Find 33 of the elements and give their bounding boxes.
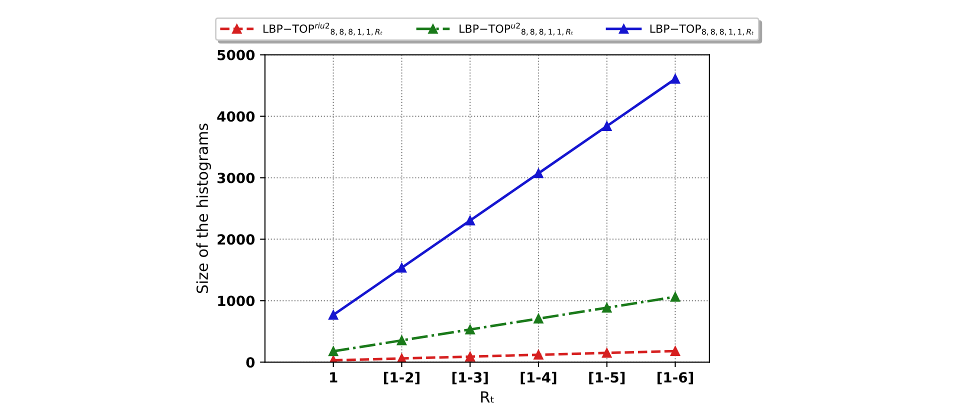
legend-label: LBP−TOP$^{riu2}$$_{8,8,8,1,1,Rₜ}$ [264, 22, 382, 36]
point [465, 216, 475, 226]
legend-label: LBP−TOP$_{8,8,8,1,1,Rₜ}$ [650, 24, 754, 36]
point [328, 310, 338, 320]
x-tick-label: [1-6] [658, 372, 693, 384]
point [396, 262, 407, 273]
x-tick-label: [1-4] [520, 372, 556, 384]
legend-label: LBP−TOP$^{u2}$$_{8,8,8,1,1,Rₜ}$ [460, 22, 574, 36]
point [465, 324, 475, 334]
y-tick-label: 1000 [218, 296, 255, 306]
y-tick-label: 0 [246, 357, 255, 368]
y-tick-label: 3000 [218, 172, 255, 184]
point [602, 348, 612, 358]
y-tick-label: 4000 [217, 111, 255, 122]
point [534, 314, 544, 324]
point [670, 292, 680, 302]
point [534, 350, 544, 360]
point [670, 74, 680, 84]
y-tick-label: 5000 [218, 50, 255, 60]
point [328, 346, 338, 356]
x-tick-label: [1-5] [589, 372, 625, 384]
point [396, 336, 407, 346]
point [670, 346, 680, 356]
x-tick-label: [1-2] [384, 372, 420, 384]
point [602, 302, 612, 313]
point [534, 168, 544, 178]
point [602, 121, 612, 131]
y-axis-title: Size of the histograms [196, 124, 212, 294]
x-tick-label: 1 [330, 372, 338, 382]
x-axis-title: Rₜ [481, 391, 494, 403]
point [465, 352, 475, 362]
x-tick-label: [1-3] [452, 372, 488, 384]
y-tick-label: 2000 [218, 234, 255, 245]
